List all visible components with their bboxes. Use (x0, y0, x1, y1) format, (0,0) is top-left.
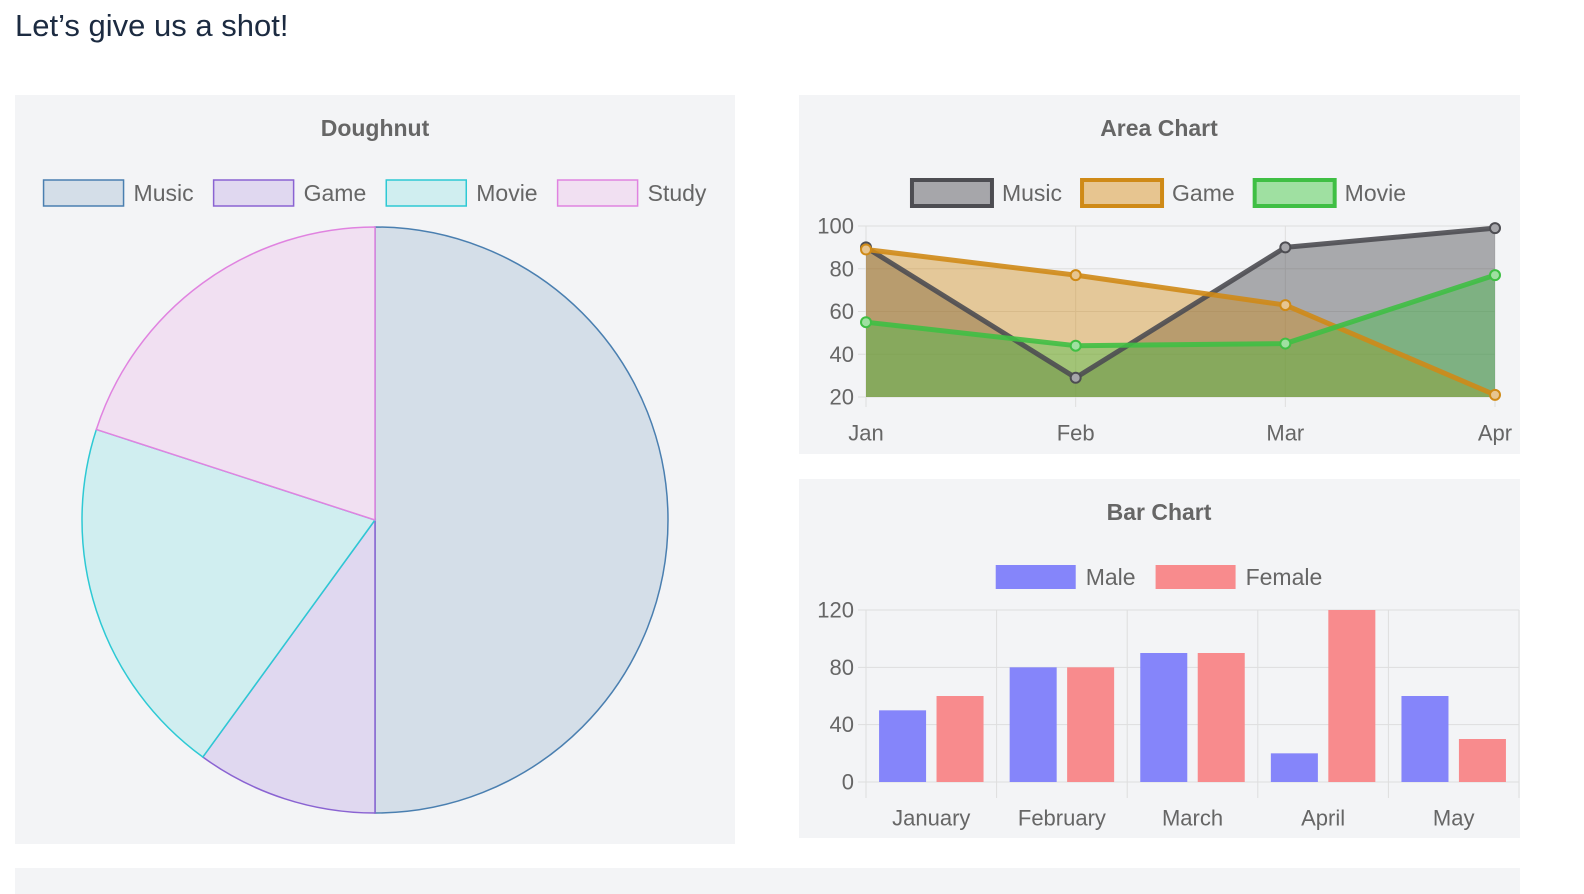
y-tick-label: 80 (830, 655, 854, 680)
data-point-movie (1279, 337, 1292, 350)
legend-label-male: Male (1086, 564, 1136, 590)
data-point-music (1279, 241, 1292, 254)
x-tick-label: Feb (1057, 421, 1095, 446)
bar-female (1197, 653, 1245, 782)
next-card-edge (15, 868, 1520, 894)
doughnut-chart-card: Doughnut Music Game Movie Study (15, 95, 735, 844)
data-point-game (1069, 269, 1082, 282)
data-point-music (1489, 222, 1501, 235)
legend-label-music: Music (134, 180, 194, 206)
legend-label-female: Female (1246, 564, 1323, 590)
legend-swatch-game (1080, 178, 1165, 208)
bar-chart: Bar Chart Male Female 120 80 40 0 January Februa… (817, 499, 1520, 831)
x-tick-label: May (1433, 806, 1475, 831)
bar-male (1009, 667, 1057, 782)
bar-female (1328, 610, 1376, 782)
x-tick-label: February (1018, 806, 1106, 831)
legend-label-movie: Movie (476, 180, 537, 206)
chart-title: Area Chart (1100, 115, 1218, 141)
y-tick-label: 60 (830, 299, 854, 324)
y-tick-label: 20 (830, 385, 854, 410)
doughnut-chart: Doughnut Music Game Movie Study (42, 115, 707, 814)
pie-slice-game (201, 517, 376, 814)
series-line-game (865, 247, 1496, 398)
bar-male (1270, 753, 1318, 782)
bar-female (1458, 739, 1506, 782)
legend-swatch-study (556, 179, 639, 207)
x-tick-label: March (1162, 806, 1223, 831)
y-tick-label: 80 (830, 256, 854, 281)
series-line-movie (865, 272, 1496, 349)
area-chart: Area Chart Music Game Movie 100 80 60 40 20 Jan Fe… (817, 115, 1512, 446)
y-tick-label: 40 (830, 712, 854, 737)
pie-slice-movie (81, 428, 377, 759)
legend-label-game: Game (1172, 180, 1235, 206)
area-chart-card: Area Chart Music Game Movie 100 80 60 40 20 Jan Fe… (799, 95, 1520, 454)
legend-swatch-movie (1252, 178, 1337, 208)
legend-swatch-music (909, 178, 994, 208)
pie-slice-music (374, 226, 669, 814)
legend-swatch-female (1155, 565, 1236, 589)
legend-label-music: Music (1002, 180, 1062, 206)
legend-label-movie: Movie (1345, 180, 1406, 206)
x-tick-label: Mar (1266, 421, 1304, 446)
chart-title: Bar Chart (1107, 499, 1212, 525)
chart-title: Doughnut (321, 115, 430, 141)
data-point-game (1489, 388, 1501, 401)
x-tick-label: Jan (848, 421, 883, 446)
y-tick-label: 100 (817, 214, 854, 239)
page-title: Let’s give us a shot! (15, 8, 289, 43)
legend-swatch-movie (385, 179, 468, 207)
data-point-music (1069, 371, 1082, 384)
bar-female (1067, 667, 1115, 782)
y-tick-label: 0 (842, 770, 854, 795)
legend-swatch-game (212, 179, 295, 207)
bar-male (879, 710, 927, 782)
legend-label-game: Game (304, 180, 367, 206)
x-tick-label: Apr (1478, 421, 1512, 446)
legend-label-study: Study (648, 180, 707, 206)
legend-swatch-music (42, 179, 125, 207)
data-point-game (860, 243, 872, 256)
bar-female (936, 696, 984, 782)
data-point-game (1279, 299, 1292, 312)
bar-male (1401, 696, 1449, 782)
y-tick-label: 40 (830, 342, 854, 367)
area-fill-movie (866, 275, 1495, 397)
area-fill-game (866, 249, 1495, 397)
legend-swatch-male (995, 565, 1076, 589)
data-point-movie (860, 316, 872, 329)
x-tick-label: January (892, 806, 970, 831)
data-point-movie (1069, 339, 1082, 352)
pie-slice-study (95, 226, 376, 522)
x-tick-label: April (1301, 806, 1345, 831)
series-line-music (864, 225, 1496, 381)
bar-chart-card: Bar Chart Male Female 120 80 40 0 January Februa… (799, 479, 1520, 838)
data-point-movie (1489, 269, 1501, 282)
y-tick-label: 120 (817, 598, 854, 623)
bar-male (1140, 653, 1188, 782)
